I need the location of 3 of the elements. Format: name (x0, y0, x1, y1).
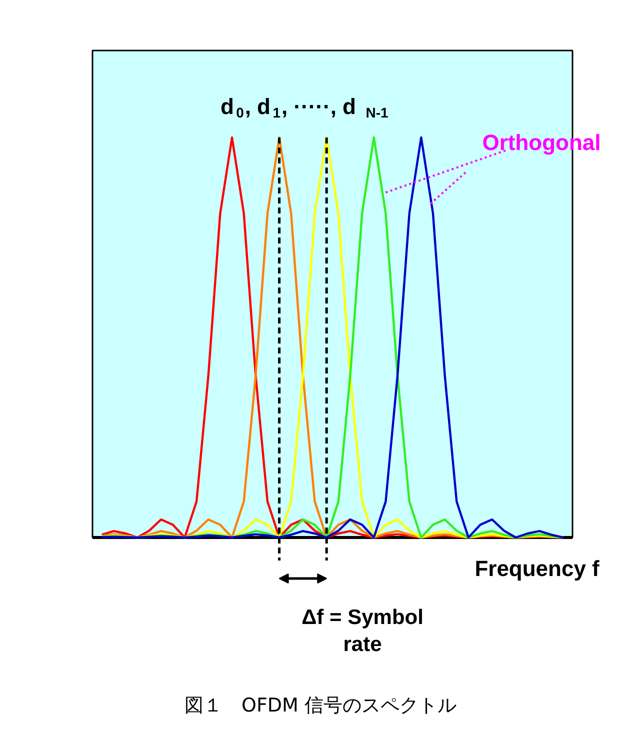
x-axis-title: Frequency f (474, 556, 600, 581)
text: Δf = Symbol rate (302, 606, 424, 656)
text: 図１ OFDM 信号のスペクトル (184, 694, 456, 716)
